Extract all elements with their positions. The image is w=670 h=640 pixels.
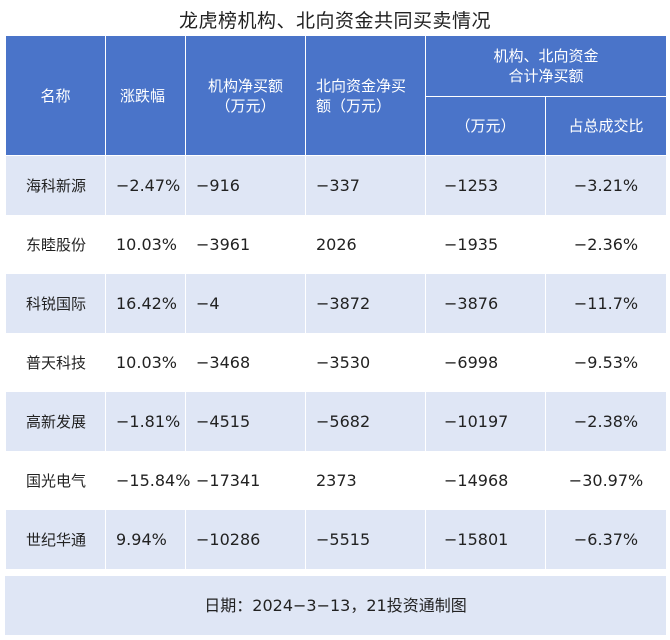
cell-north: 2026 — [305, 215, 426, 274]
cell-inst: −17341 — [185, 451, 306, 510]
cell-name: 东睦股份 — [5, 215, 106, 274]
footer-caption: 日期：2024−3−13，21投资通制图 — [5, 576, 666, 635]
cell-total: −3876 — [425, 274, 546, 333]
cell-change: 9.94% — [105, 510, 186, 569]
header-north-net-buy: 北向资金净买 额（万元） — [305, 35, 426, 156]
cell-inst: −3468 — [185, 333, 306, 392]
header-combined-unit: （万元） — [425, 96, 546, 156]
cell-inst: −916 — [185, 155, 306, 215]
cell-inst: −4 — [185, 274, 306, 333]
cell-ratio: −6.37% — [544, 510, 668, 569]
cell-total: −1253 — [425, 155, 546, 215]
table-row: 科锐国际 16.42% −4 −3872 −3876 −11.7% — [5, 274, 668, 333]
cell-name: 世纪华通 — [5, 510, 106, 569]
cell-north: −5682 — [305, 392, 426, 451]
cell-ratio: −9.53% — [544, 333, 668, 392]
header-inst-net-buy: 机构净买额 （万元） — [185, 35, 306, 156]
cell-total: −10197 — [425, 392, 546, 451]
header-ratio: 占总成交比 — [544, 96, 668, 156]
table-row: 世纪华通 9.94% −10286 −5515 −15801 −6.37% — [5, 510, 668, 569]
cell-change: 10.03% — [105, 215, 186, 274]
cell-name: 海科新源 — [5, 155, 106, 215]
cell-north: −3872 — [305, 274, 426, 333]
cell-north: −337 — [305, 155, 426, 215]
cell-change: 10.03% — [105, 333, 186, 392]
table-row: 东睦股份 10.03% −3961 2026 −1935 −2.36% — [5, 215, 668, 274]
table-row: 普天科技 10.03% −3468 −3530 −6998 −9.53% — [5, 333, 668, 392]
table-row: 国光电气 −15.84% −17341 2373 −14968 −30.97% — [5, 451, 668, 510]
cell-north: −5515 — [305, 510, 426, 569]
cell-inst: −4515 — [185, 392, 306, 451]
cell-name: 普天科技 — [5, 333, 106, 392]
header-combined-net-buy: 机构、北向资金 合计净买额 — [424, 35, 668, 97]
cell-north: −3530 — [305, 333, 426, 392]
cell-inst: −10286 — [185, 510, 306, 569]
cell-ratio: −2.36% — [544, 215, 668, 274]
cell-ratio: −3.21% — [544, 155, 668, 215]
cell-north: 2373 — [305, 451, 426, 510]
cell-change: −2.47% — [105, 155, 186, 215]
cell-name: 国光电气 — [5, 451, 106, 510]
data-table: 名称 涨跌幅 机构净买额 （万元） 北向资金净买 额（万元） 机构、北向资金 合… — [5, 35, 668, 569]
cell-name: 科锐国际 — [5, 274, 106, 333]
cell-inst: −3961 — [185, 215, 306, 274]
cell-total: −6998 — [425, 333, 546, 392]
cell-ratio: −2.38% — [544, 392, 668, 451]
header-name: 名称 — [5, 35, 106, 156]
header-change: 涨跌幅 — [105, 35, 186, 156]
cell-total: −14968 — [425, 451, 546, 510]
cell-change: 16.42% — [105, 274, 186, 333]
table-row: 高新发展 −1.81% −4515 −5682 −10197 −2.38% — [5, 392, 668, 451]
cell-change: −15.84% — [105, 451, 190, 510]
cell-name: 高新发展 — [5, 392, 106, 451]
cell-change: −1.81% — [105, 392, 186, 451]
cell-total: −1935 — [425, 215, 546, 274]
table-row: 海科新源 −2.47% −916 −337 −1253 −3.21% — [5, 155, 668, 215]
page-title: 龙虎榜机构、北向资金共同买卖情况 — [178, 10, 491, 32]
cell-ratio: −11.7% — [544, 274, 668, 333]
cell-total: −15801 — [425, 510, 546, 569]
cell-ratio: −30.97% — [544, 451, 668, 510]
